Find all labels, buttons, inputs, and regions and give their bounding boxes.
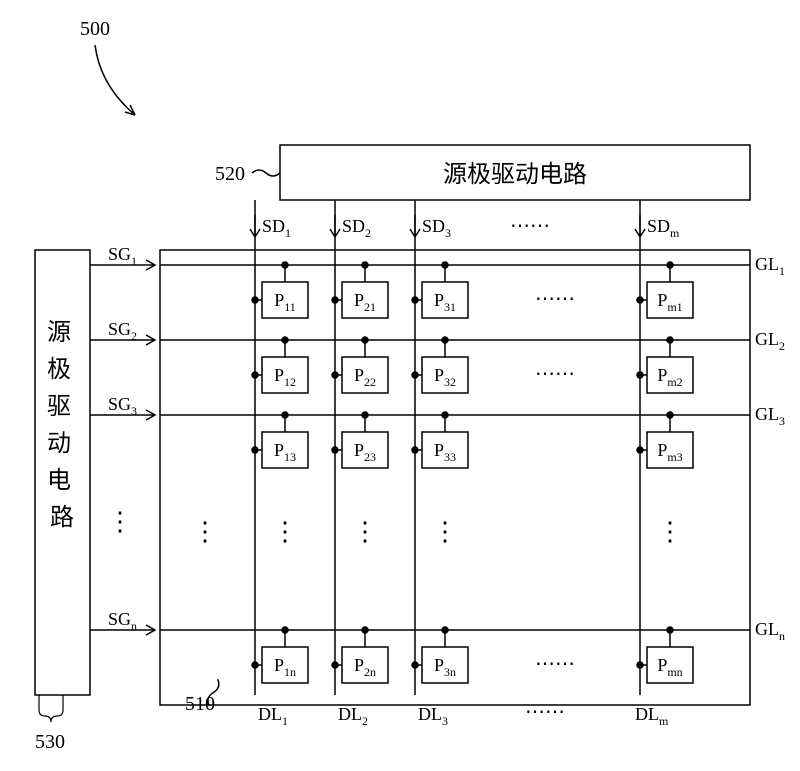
- pixel-row-2: P12 P22 P32 ⋯⋯ Pm2: [252, 337, 693, 393]
- svg-text:⋮: ⋮: [192, 517, 218, 546]
- pixel-row-3: P13 P23 P33 Pm3: [252, 412, 693, 468]
- svg-text:DLm: DLm: [635, 704, 669, 728]
- row-ellipsis: ⋯⋯: [535, 288, 575, 310]
- svg-text:⋮: ⋮: [657, 517, 683, 546]
- svg-text:GL1: GL1: [755, 254, 785, 278]
- pixel-row-n: P1n P2n P3n ⋯⋯ Pmn: [252, 627, 693, 683]
- svg-text:SD3: SD3: [422, 216, 451, 240]
- svg-text:DL1: DL1: [258, 704, 288, 728]
- svg-text:SD1: SD1: [262, 216, 291, 240]
- svg-text:GL2: GL2: [755, 329, 785, 353]
- svg-text:⋮: ⋮: [432, 517, 458, 546]
- svg-text:DL3: DL3: [418, 704, 448, 728]
- panel-ref: 510: [185, 693, 215, 715]
- top-driver-label: 源极驱动电路: [443, 161, 587, 188]
- row-ellipsis: ⋯⋯: [535, 363, 575, 385]
- left-driver-label: 源 极 驱 动 电 路: [47, 319, 77, 531]
- row-gap-ellipsis: ⋮ ⋮ ⋮ ⋮ ⋮ ⋮: [107, 507, 683, 546]
- svg-text:GL3: GL3: [755, 404, 785, 428]
- svg-text:SD2: SD2: [342, 216, 371, 240]
- figure-number: 500: [80, 18, 110, 40]
- svg-text:⋮: ⋮: [107, 507, 133, 536]
- row-ellipsis: ⋯⋯: [535, 653, 575, 675]
- svg-text:SDm: SDm: [647, 216, 680, 240]
- sd-labels: SD1 SD2 SD3 SDm: [262, 216, 680, 240]
- gl-labels: GL1 GL2 GL3 GLn: [755, 254, 785, 643]
- svg-text:⋮: ⋮: [352, 517, 378, 546]
- top-driver-ref: 520: [215, 163, 245, 185]
- sg-labels: SG1 SG2 SG3 SGn: [108, 244, 137, 633]
- left-driver-ref: 530: [35, 731, 65, 753]
- pixel-row-1: P11 P21 P31 ⋯⋯ Pm1: [252, 262, 693, 318]
- svg-text:⋮: ⋮: [272, 517, 298, 546]
- svg-text:DL2: DL2: [338, 704, 368, 728]
- dl-labels: DL1 DL2 DL3 DLm: [258, 704, 669, 728]
- sg-arrows: [90, 260, 155, 635]
- col-ellipsis-bottom: ⋯⋯: [525, 701, 565, 723]
- col-ellipsis-top: ⋯⋯: [510, 215, 550, 237]
- svg-text:GLn: GLn: [755, 619, 785, 643]
